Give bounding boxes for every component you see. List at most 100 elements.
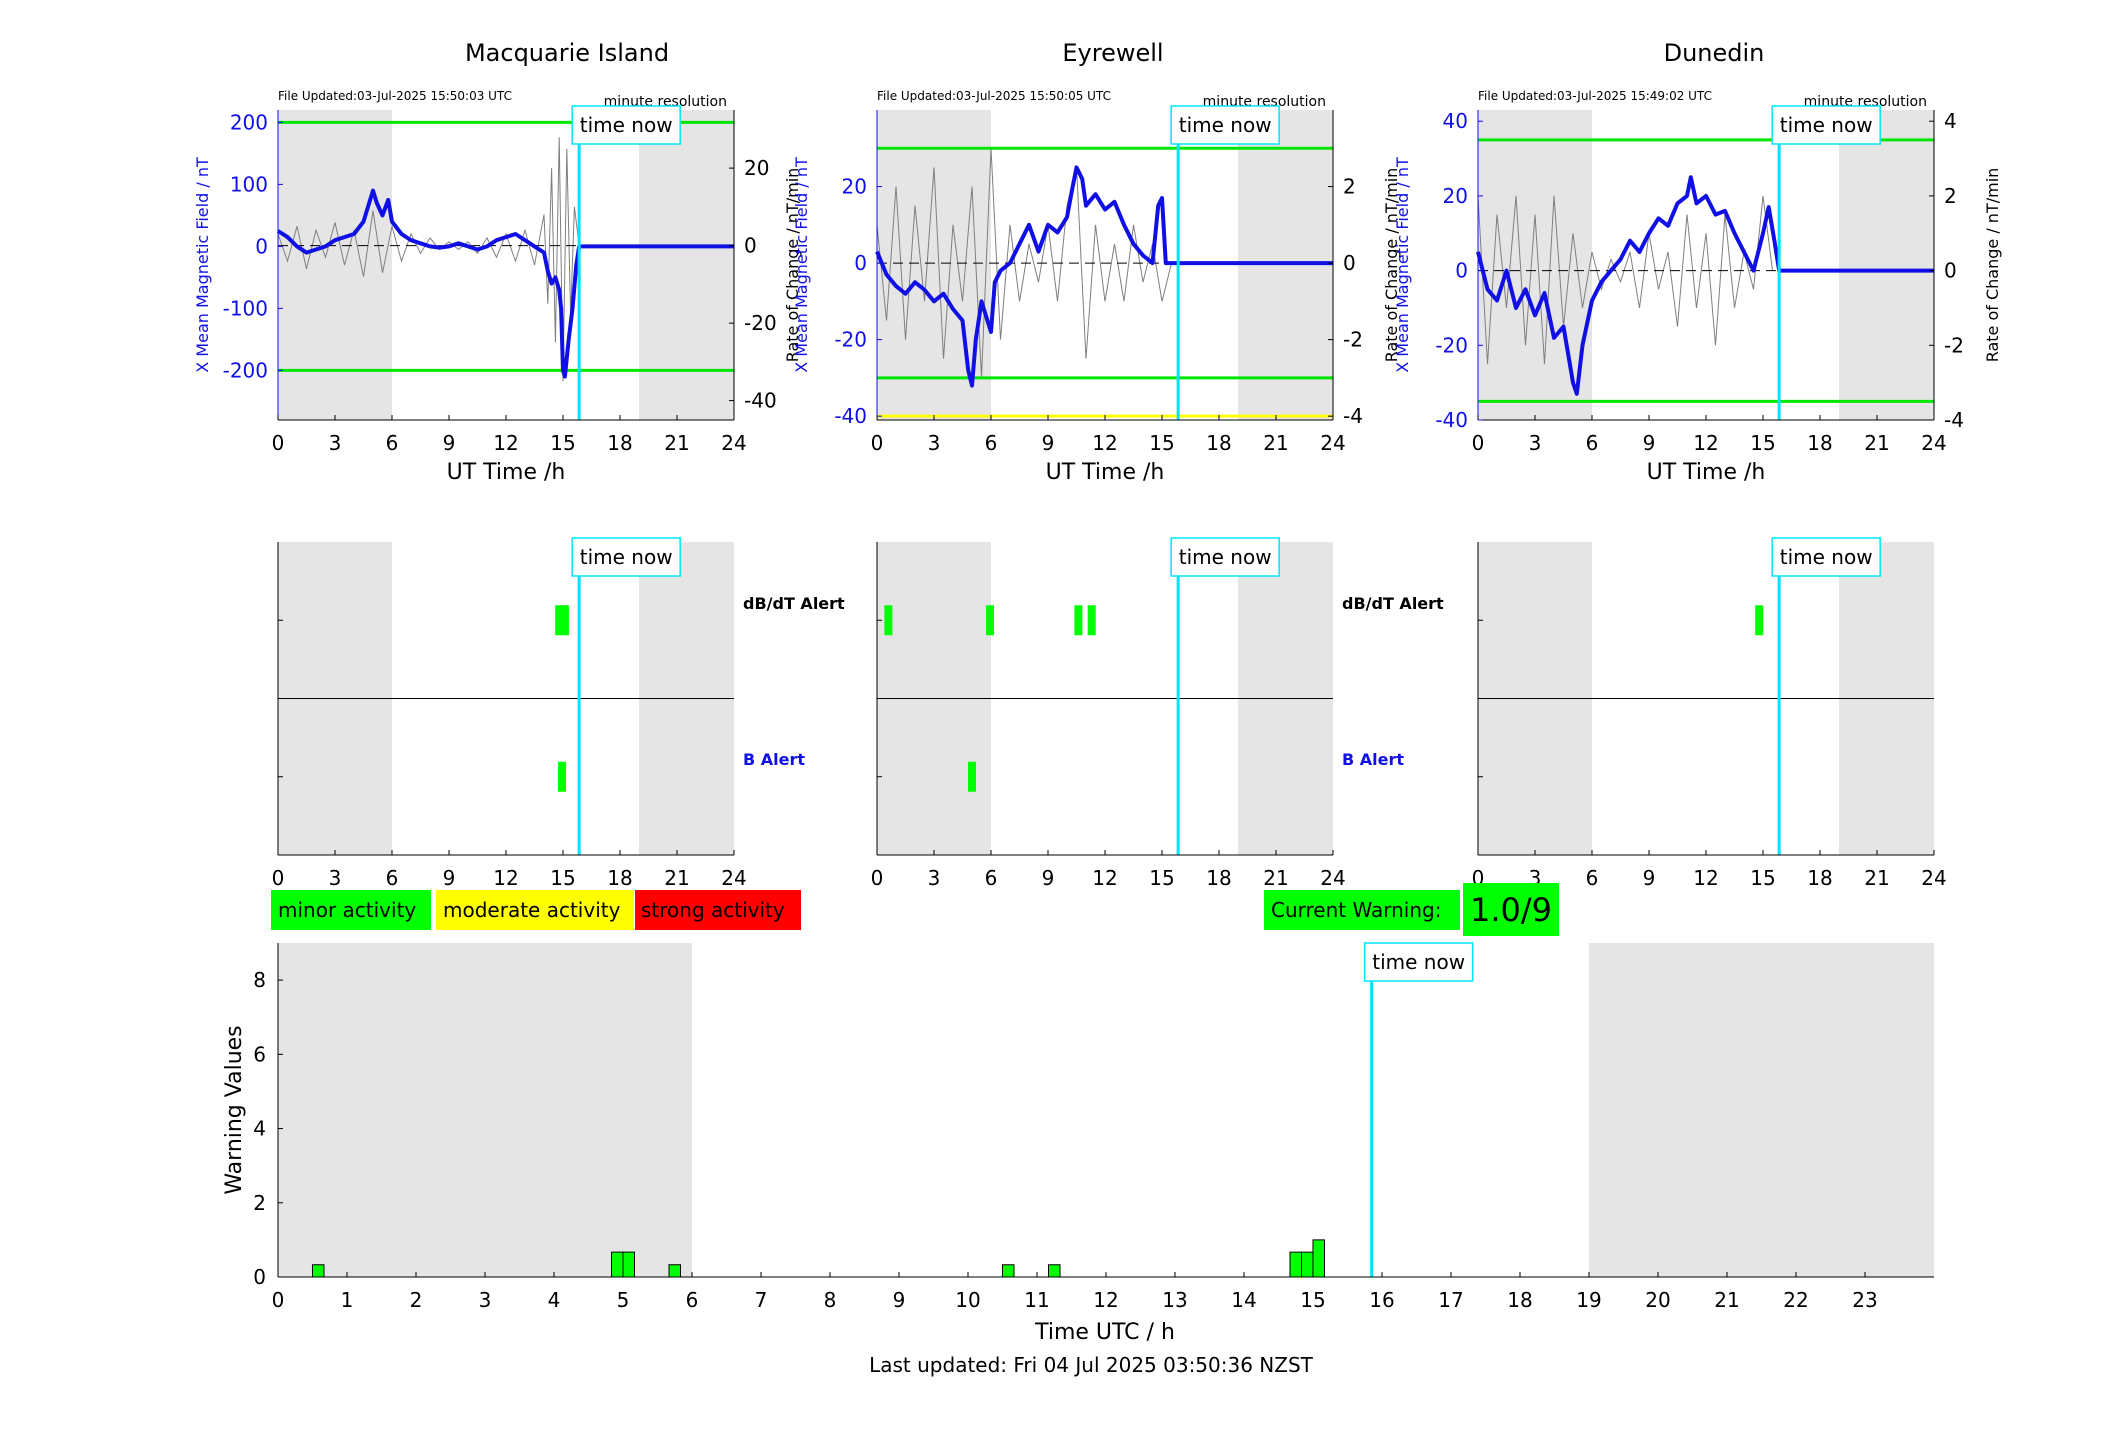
x-tick-label: 15	[1149, 866, 1174, 890]
dbdt-alert-bar	[555, 605, 564, 636]
y-axis-label-left: X Mean Magnetic Field / nT	[792, 157, 811, 373]
x-tick-label: 4	[548, 1288, 561, 1312]
dbdt-alert-label-macquarie: dB/dT Alert	[743, 594, 845, 613]
y-tick-label-left: -40	[1435, 408, 1468, 432]
station-title-macquarie: Macquarie Island	[465, 39, 669, 67]
alert-plot-macquarie: time now 0 3 6 9 12 15 18 21 24	[272, 537, 747, 890]
now-label-box	[1170, 537, 1280, 577]
x-tick-label: 3	[329, 866, 342, 890]
x-tick-label: 18	[607, 431, 632, 455]
x-tick-label: 24	[1320, 431, 1345, 455]
file-updated-eyrewell: File Updated:03-Jul-2025 15:50:05 UTC	[877, 89, 1111, 103]
b-alert-bar	[558, 761, 567, 792]
x-tick-label: 15	[550, 866, 575, 890]
y-axis-label: Warning Values	[222, 1025, 247, 1194]
x-tick-label: 9	[1042, 431, 1055, 455]
x-tick-label: 22	[1783, 1288, 1808, 1312]
warning-bar	[622, 1251, 635, 1278]
x-tick-label: 24	[721, 866, 746, 890]
x-tick-label: 18	[1807, 866, 1832, 890]
y-tick-label-left: 20	[842, 175, 867, 199]
y-axis-label-right: Rate of Change / nT/min	[1382, 168, 1401, 363]
x-tick-label: 6	[386, 431, 399, 455]
rate-of-change-line	[1477, 195, 1773, 365]
y-axis-label-right: Rate of Change / nT/min	[783, 168, 802, 363]
y-tick-label: 2	[253, 1191, 266, 1215]
warning-bar	[1312, 1239, 1325, 1278]
x-tick-label: 9	[1643, 866, 1656, 890]
current-warning-value-box	[1463, 883, 1559, 936]
y-tick-label-left: 0	[255, 234, 268, 258]
current-warning: Current Warning: 1.0/9	[1264, 883, 1559, 936]
now-label: time now	[1179, 545, 1272, 569]
magnetic-field-line	[1476, 175, 1934, 396]
now-label-box	[1170, 105, 1280, 145]
warning-bar	[1301, 1251, 1314, 1278]
x-tick-label: 12	[1693, 866, 1718, 890]
x-tick-label: 18	[607, 866, 632, 890]
x-tick-label: 9	[893, 1288, 906, 1312]
station-title-eyrewell: Eyrewell	[1062, 39, 1163, 67]
dbdt-alert-label-eyrewell: dB/dT Alert	[1342, 594, 1444, 613]
now-label: time now	[580, 545, 673, 569]
warning-bar	[611, 1251, 624, 1278]
dbdt-alert-bar	[1087, 605, 1096, 636]
x-tick-label: 16	[1369, 1288, 1394, 1312]
x-tick-label: 15	[550, 431, 575, 455]
now-label: time now	[1372, 950, 1465, 974]
x-tick-label: 5	[617, 1288, 630, 1312]
dbdt-alert-bar	[1755, 605, 1764, 636]
x-tick-label: 0	[871, 431, 884, 455]
x-tick-label: 15	[1300, 1288, 1325, 1312]
legend-moderate-label: moderate activity	[443, 898, 621, 922]
y-tick-label-left: 40	[1443, 109, 1468, 133]
x-tick-label: 17	[1438, 1288, 1463, 1312]
y-tick-label-right: -4	[1343, 404, 1363, 428]
y-axis-label-right: Rate of Change / nT/min	[1983, 168, 2002, 363]
b-alert-label-macquarie: B Alert	[743, 750, 805, 769]
x-tick-label: 3	[928, 431, 941, 455]
y-tick-label-left: -20	[834, 328, 867, 352]
y-tick-label-right: 0	[1343, 251, 1356, 275]
x-tick-label: 14	[1231, 1288, 1256, 1312]
x-tick-label: 12	[493, 431, 518, 455]
x-tick-label: 18	[1807, 431, 1832, 455]
x-tick-label: 24	[1921, 866, 1946, 890]
now-label-box	[1771, 105, 1881, 145]
now-label-box	[571, 105, 681, 145]
x-tick-label: 3	[1529, 431, 1542, 455]
x-tick-label: 23	[1852, 1288, 1877, 1312]
dbdt-alert-bar	[986, 605, 995, 636]
y-tick-label-left: -40	[834, 404, 867, 428]
legend-minor-label: minor activity	[278, 898, 416, 922]
y-tick-label-right: 0	[1944, 259, 1957, 283]
y-tick-label: 4	[253, 1117, 266, 1141]
current-warning-value: 1.0/9	[1470, 891, 1552, 929]
x-tick-label: 15	[1750, 431, 1775, 455]
now-label: time now	[580, 113, 673, 137]
x-tick-label: 3	[479, 1288, 492, 1312]
y-tick-label: 0	[253, 1265, 266, 1289]
x-tick-label: 10	[955, 1288, 980, 1312]
y-axis-label-left: X Mean Magnetic Field / nT	[193, 157, 212, 373]
y-tick-label-left: 0	[1455, 259, 1468, 283]
dbdt-alert-bar	[560, 605, 569, 636]
x-tick-label: 7	[755, 1288, 768, 1312]
x-tick-label: 8	[824, 1288, 837, 1312]
warning-bar	[311, 1264, 325, 1278]
y-tick-label-right: 0	[744, 234, 757, 258]
x-tick-label: 9	[1643, 431, 1656, 455]
x-tick-label: 3	[928, 866, 941, 890]
x-tick-label: 0	[871, 866, 884, 890]
y-tick-label-left: 0	[854, 251, 867, 275]
night-shade	[1589, 943, 1934, 1277]
dbdt-alert-bar	[1074, 605, 1083, 636]
x-tick-label: 0	[272, 866, 285, 890]
x-tick-label: 18	[1507, 1288, 1532, 1312]
x-tick-label: 24	[1320, 866, 1345, 890]
y-tick-label-right: 20	[744, 156, 769, 180]
legend-strong-label: strong activity	[641, 898, 785, 922]
